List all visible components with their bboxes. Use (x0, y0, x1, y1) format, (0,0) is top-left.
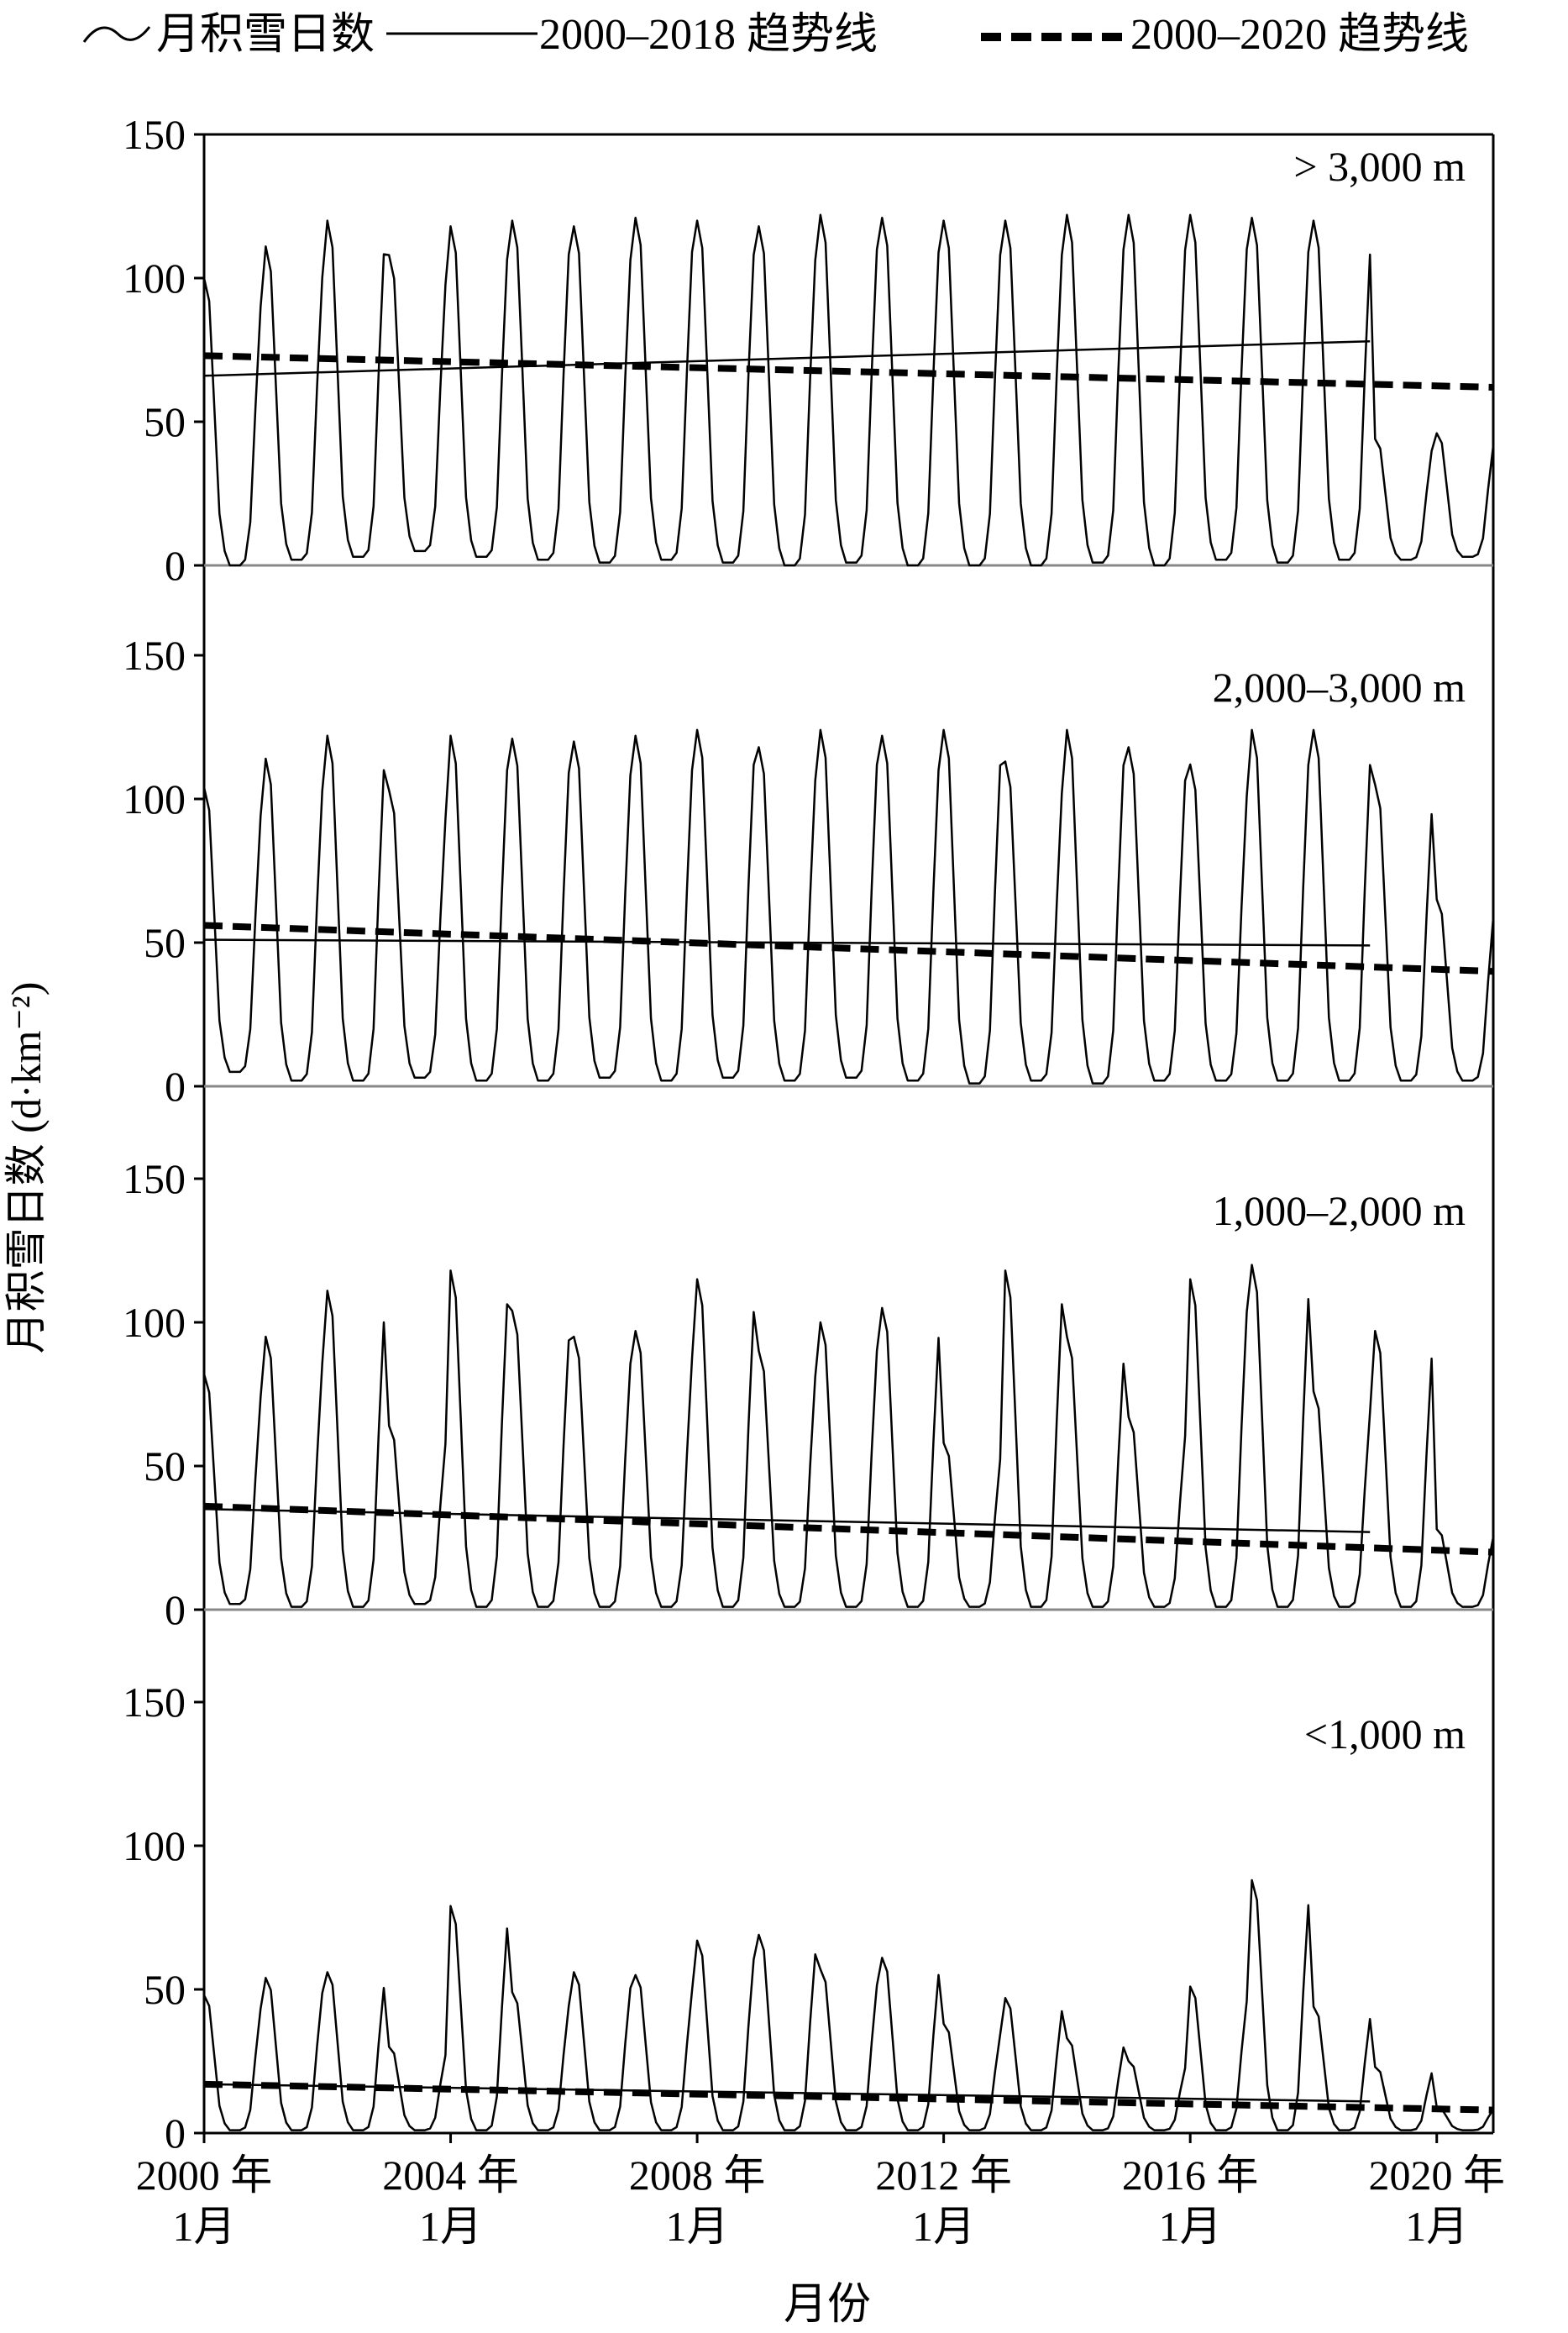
y-tick-label-50: 50 (144, 1966, 186, 2013)
y-tick-label-50: 50 (144, 1442, 186, 1490)
x-tick-label-month: 1月 (1405, 2203, 1468, 2250)
x-tick-label-year: 2012 年 (875, 2152, 1012, 2199)
y-tick-label-150: 150 (123, 632, 186, 679)
x-tick-label-month: 1月 (666, 2203, 729, 2250)
trend-line-2000-2020 (203, 2080, 1494, 2114)
trend-line-2000-2020 (203, 1502, 1494, 1556)
panel-label: 2,000–3,000 m (1213, 664, 1466, 711)
x-tick-label-month: 1月 (1159, 2203, 1222, 2250)
trend-line-2000-2018 (203, 938, 1371, 947)
x-tick-label-year: 2008 年 (629, 2152, 766, 2199)
panel-0: 0 50 100 150 > 3,000 m (123, 111, 1495, 589)
monthly-snow-series (202, 1878, 1495, 2131)
x-tick-label-month: 1月 (173, 2203, 236, 2250)
x-axis-title: 月份 (784, 2281, 871, 2329)
monthly-snow-series (202, 213, 1495, 567)
panel-3: 0 50 100 150 <1,000 m (123, 1679, 1495, 2157)
x-tick-label-year: 2020 年 (1368, 2152, 1505, 2199)
trend-line-2000-2018 (203, 339, 1371, 377)
legend-trend-2018-label: 2000–2018 趋势线 (539, 11, 878, 59)
x-tick-label-year: 2004 年 (382, 2152, 519, 2199)
x-tick-label-month: 1月 (912, 2203, 975, 2250)
chart-panels: 0 50 100 150 > 3,000 m 0 50 100 150 2,000–3,000 m… (123, 111, 1495, 2157)
y-tick-label-150: 150 (123, 1155, 186, 1202)
y-tick-label-150: 150 (123, 111, 186, 158)
y-tick-label-50: 50 (144, 398, 186, 445)
y-tick-label-100: 100 (123, 1822, 186, 1869)
x-tick-label-year: 2000 年 (136, 2152, 273, 2199)
trend-line-2000-2020 (203, 922, 1494, 975)
x-tick-label-month: 1月 (419, 2203, 482, 2250)
panel-2: 0 50 100 150 1,000–2,000 m (123, 1155, 1495, 1633)
panel-label: <1,000 m (1304, 1710, 1466, 1758)
legend-monthly-label: 月积雪日数 (156, 11, 375, 59)
y-tick-label-100: 100 (123, 775, 186, 822)
y-tick-label-0: 0 (165, 1063, 186, 1110)
panel-label: > 3,000 m (1293, 143, 1466, 190)
monthly-snow-series (202, 1264, 1495, 1608)
panel-label: 1,000–2,000 m (1213, 1187, 1466, 1234)
legend-monthly-swatch (82, 26, 151, 43)
panel-1: 0 50 100 150 2,000–3,000 m (123, 632, 1495, 1110)
x-tick-label-year: 2016 年 (1122, 2152, 1259, 2199)
monthly-snow-series (202, 728, 1495, 1085)
legend: 月积雪日数 2000–2018 趋势线 2000–2020 趋势线 (82, 11, 1469, 59)
legend-trend-2020-label: 2000–2020 趋势线 (1130, 11, 1469, 59)
y-tick-label-100: 100 (123, 255, 186, 302)
trend-line-2000-2018 (203, 1508, 1371, 1533)
y-tick-label-0: 0 (165, 1586, 186, 1633)
trend-line-2000-2020 (203, 352, 1494, 391)
y-tick-label-50: 50 (144, 919, 186, 966)
y-tick-label-100: 100 (123, 1299, 186, 1346)
y-axis-title: 月积雪日数 (d·km⁻²) (3, 982, 50, 1354)
y-tick-label-0: 0 (165, 2110, 186, 2157)
y-tick-label-150: 150 (123, 1679, 186, 1726)
y-tick-label-0: 0 (165, 542, 186, 589)
